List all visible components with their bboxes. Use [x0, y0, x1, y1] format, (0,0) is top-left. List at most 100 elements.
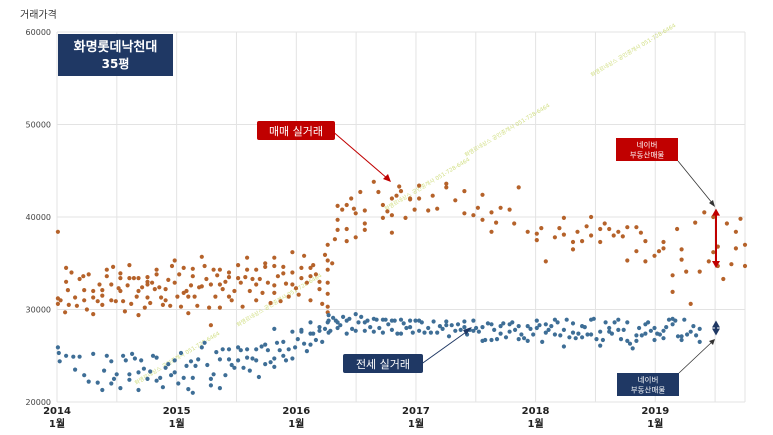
lease-point — [362, 328, 367, 333]
lease-point — [458, 327, 463, 332]
sale-point — [109, 298, 114, 303]
lease-point — [100, 387, 105, 393]
lease-point — [682, 317, 687, 322]
sale-point — [598, 239, 603, 245]
sale-callout-label: 매매 실거래 — [269, 125, 323, 138]
sale-point — [325, 280, 330, 285]
sale-point — [229, 298, 234, 303]
sale-series — [55, 179, 748, 328]
lease-point — [320, 339, 325, 344]
lease-point — [462, 325, 467, 330]
sale-point — [127, 263, 132, 268]
sale-point — [226, 270, 232, 275]
lease-point — [670, 322, 675, 327]
lease-point — [311, 331, 316, 336]
lease-point — [353, 312, 358, 317]
sale-point — [275, 274, 280, 279]
lease-point — [302, 341, 307, 346]
sale-point — [168, 303, 173, 308]
sale-point — [584, 224, 589, 229]
lease-point — [570, 330, 576, 335]
sale-point — [136, 276, 141, 281]
lease-point — [561, 344, 567, 349]
lease-point — [91, 351, 96, 356]
lease-point — [546, 327, 551, 332]
lease-point — [408, 325, 413, 330]
sale-point — [186, 311, 191, 316]
lease-point — [516, 324, 521, 329]
sale-point — [160, 302, 165, 307]
lease-point — [136, 387, 141, 393]
naver-lease-range-top-arrow — [712, 320, 720, 328]
naver-sale-pointer-head — [709, 200, 715, 207]
lease-point — [202, 340, 207, 345]
lease-point — [247, 368, 252, 373]
sale-point — [525, 229, 530, 234]
lease-point — [516, 337, 521, 342]
sale-point — [335, 217, 340, 222]
sale-point — [344, 239, 349, 244]
sale-point — [679, 257, 684, 262]
lease-callout-label: 전세 실거래 — [356, 358, 410, 371]
sale-point — [561, 215, 567, 220]
sale-point — [738, 216, 743, 221]
sale-point — [118, 276, 123, 281]
lease-point — [410, 330, 415, 335]
lease-point — [630, 346, 635, 351]
lease-point — [141, 366, 146, 371]
sale-point — [55, 229, 61, 234]
sale-point — [125, 283, 130, 288]
naver-lease-box — [617, 373, 679, 396]
sale-point — [702, 210, 707, 215]
lease-point — [193, 363, 198, 368]
sale-point — [489, 229, 494, 234]
sale-point — [380, 215, 385, 220]
sale-point — [733, 229, 739, 234]
sale-point — [226, 294, 232, 299]
lease-point — [666, 317, 672, 322]
sale-callout-bg — [257, 121, 335, 140]
sale-point — [598, 226, 603, 232]
lease-point — [263, 362, 268, 367]
lease-point — [582, 325, 587, 330]
sale-point — [313, 272, 318, 277]
sale-callout: 매매 실거래 — [257, 121, 391, 182]
sale-point — [607, 226, 612, 232]
y-tick-label: 40000 — [26, 213, 51, 222]
x-tick-year: 2015 — [163, 406, 191, 417]
sale-point — [111, 264, 116, 269]
lease-point — [178, 350, 184, 356]
lease-point — [263, 342, 268, 347]
lease-point — [634, 338, 639, 343]
lease-point — [570, 321, 576, 326]
lease-point — [383, 317, 388, 322]
lease-point — [217, 386, 222, 391]
naver-sale-pointer — [677, 160, 714, 205]
lease-point — [281, 339, 286, 344]
sale-point — [217, 282, 222, 287]
sale-point — [394, 193, 399, 198]
lease-point — [172, 370, 177, 375]
lease-point — [56, 350, 61, 356]
lease-point — [449, 323, 454, 328]
sale-point — [223, 279, 228, 284]
sale-point — [257, 276, 262, 282]
lease-point — [519, 332, 524, 337]
sale-point — [290, 250, 295, 255]
lease-point — [537, 323, 542, 328]
sale-point — [589, 214, 594, 220]
sale-point — [661, 246, 666, 251]
sale-point — [299, 276, 304, 281]
lease-point — [444, 319, 449, 324]
sale-point — [417, 196, 422, 201]
sale-point — [697, 269, 702, 274]
lease-point — [256, 374, 261, 380]
sale-point — [73, 295, 78, 300]
sale-point — [95, 299, 100, 304]
lease-point — [73, 367, 78, 372]
naver-sale-box — [616, 138, 678, 161]
lease-point — [214, 350, 219, 355]
sale-point — [145, 282, 150, 287]
lease-point — [57, 359, 62, 364]
lease-point — [489, 337, 494, 343]
